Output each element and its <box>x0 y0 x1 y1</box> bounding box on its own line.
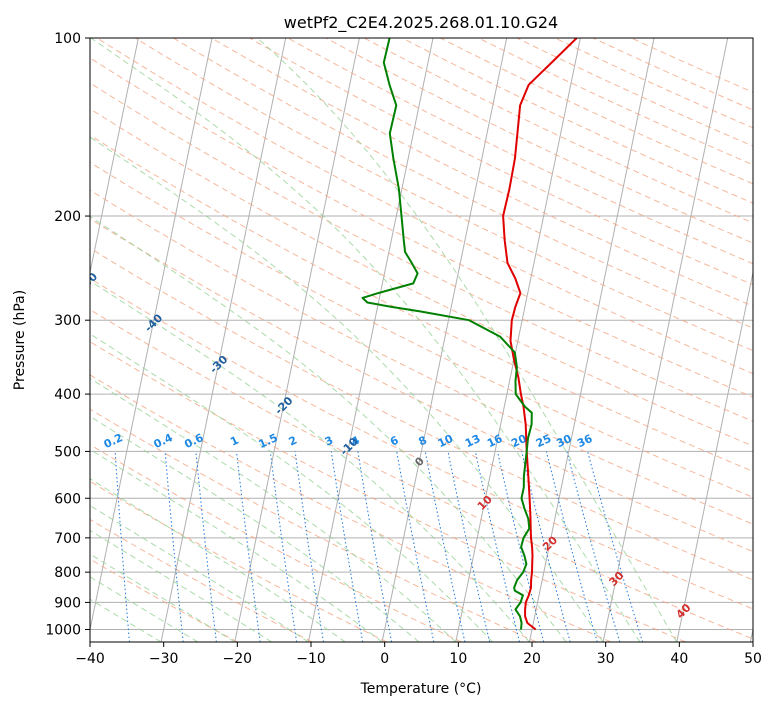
moist-adiabat-line <box>90 576 199 642</box>
dewpoint-line <box>361 38 533 630</box>
mixing-ratio-label: 13 <box>463 432 482 450</box>
mixing-ratio-label: 10 <box>436 432 456 450</box>
profile-lines <box>361 38 578 631</box>
mixing-ratio-line <box>294 451 324 642</box>
dry-adiabat-line <box>90 82 753 422</box>
x-tick-label: 20 <box>523 651 541 667</box>
mixing-ratio-label: 30 <box>554 432 574 450</box>
dry-adiabat-line <box>173 38 753 329</box>
x-tick-label: −10 <box>296 651 326 667</box>
dry-adiabat-line <box>325 38 753 244</box>
x-tick-label: 30 <box>597 651 615 667</box>
isotherm-line <box>676 269 753 642</box>
dry-adiabat-line <box>90 218 753 553</box>
dry-adiabat-line <box>90 308 753 640</box>
dry-adiabat-line <box>134 38 753 352</box>
dry-adiabat-line <box>90 408 537 642</box>
isotherm-line <box>602 38 729 642</box>
y-tick-label: 700 <box>54 531 81 547</box>
mixing-ratio-line <box>195 451 217 642</box>
x-tick-label: 0 <box>380 651 389 667</box>
mixing-ratio-line <box>545 451 598 642</box>
y-tick-label: 900 <box>54 595 81 611</box>
mixing-ratio-label: 25 <box>534 432 553 450</box>
dry-adiabat-line <box>402 38 753 204</box>
dry-adiabat-line <box>478 38 753 166</box>
mixing-ratio-label: 36 <box>575 432 595 450</box>
isotherm-line <box>307 38 434 642</box>
moist-adiabat-line <box>90 415 420 642</box>
mixing-ratio-line <box>474 451 520 642</box>
mixing-ratio-label: 16 <box>485 432 505 450</box>
x-axis-label: Temperature (°C) <box>360 681 482 697</box>
x-axis: −40 −30 −20 −10 0 10 20 30 40 50 <box>75 642 762 667</box>
dry-adiabat-line <box>211 38 753 307</box>
moist-adiabat-line <box>90 478 346 642</box>
y-tick-label: 1000 <box>45 622 81 638</box>
moist-adiabat-line <box>90 136 604 642</box>
dry-adiabat-line <box>90 444 462 642</box>
isotherm-line <box>455 38 581 642</box>
background-lines <box>90 38 753 642</box>
moist-adiabat-line <box>90 377 457 642</box>
y-tick-label: 100 <box>54 31 81 47</box>
dry-adiabat-line <box>90 108 753 447</box>
dry-adiabat-line <box>249 38 753 286</box>
y-tick-label: 400 <box>54 387 81 403</box>
y-axis-label: Pressure (hPa) <box>12 290 28 390</box>
mixing-ratio-line <box>269 451 298 642</box>
dry-adiabat-line <box>90 134 753 472</box>
y-tick-label: 300 <box>54 313 81 329</box>
dry-adiabat-line <box>440 38 753 185</box>
moist-adiabat-line <box>90 333 493 642</box>
x-tick-label: 50 <box>744 651 762 667</box>
temperature-line <box>502 38 578 631</box>
x-tick-label: −40 <box>75 651 105 667</box>
moist-adiabat-line <box>90 38 641 642</box>
x-tick-label: −20 <box>223 651 253 667</box>
mixing-ratio-line <box>447 451 491 642</box>
mixing-ratio-line <box>566 451 621 642</box>
mixing-ratio-label: 20 <box>509 432 529 450</box>
mixing-ratio-line <box>424 451 466 642</box>
isotherm-line <box>90 38 139 275</box>
moist-adiabat-line <box>90 553 235 642</box>
mixing-ratio-line <box>496 451 545 642</box>
mixing-ratio-line <box>587 451 644 642</box>
y-tick-label: 600 <box>54 491 81 507</box>
mixing-ratio-line <box>521 451 571 642</box>
mixing-ratio-line <box>236 451 261 642</box>
y-tick-label: 500 <box>54 444 81 460</box>
dry-adiabat-line <box>90 277 753 610</box>
isotherm-line <box>528 38 655 642</box>
chart-title: wetPf2_C2E4.2025.268.01.10.G24 <box>284 13 558 33</box>
y-axis: 1000 900 800 700 600 500 400 300 200 100 <box>45 31 90 638</box>
dry-adiabat-label: -50 <box>77 270 100 293</box>
dry-adiabat-line <box>96 38 753 375</box>
x-tick-label: 10 <box>449 651 467 667</box>
isotherm-line <box>381 38 508 642</box>
moist-adiabat-line <box>90 504 309 642</box>
moist-adiabat-line <box>90 215 567 642</box>
x-tick-label: −30 <box>149 651 179 667</box>
isotherm-line <box>234 38 360 642</box>
dry-adiabat-line <box>287 38 753 265</box>
dry-adiabat-line <box>516 38 753 147</box>
mixing-ratio-line <box>164 451 184 642</box>
dry-adiabat-line <box>90 518 313 642</box>
plot-frame <box>89 37 754 643</box>
dry-adiabat-line <box>90 57 753 398</box>
y-tick-label: 200 <box>54 209 81 225</box>
x-tick-label: 40 <box>670 651 688 667</box>
dry-adiabat-line <box>363 38 753 224</box>
moist-adiabat-line <box>90 598 162 642</box>
isotherm-line <box>160 38 287 642</box>
moist-adiabat-line <box>90 529 272 642</box>
y-tick-label: 800 <box>54 565 81 581</box>
mixing-ratio-line <box>330 451 364 642</box>
moist-adiabat-line <box>90 280 530 642</box>
moist-adiabat-line <box>90 448 383 642</box>
